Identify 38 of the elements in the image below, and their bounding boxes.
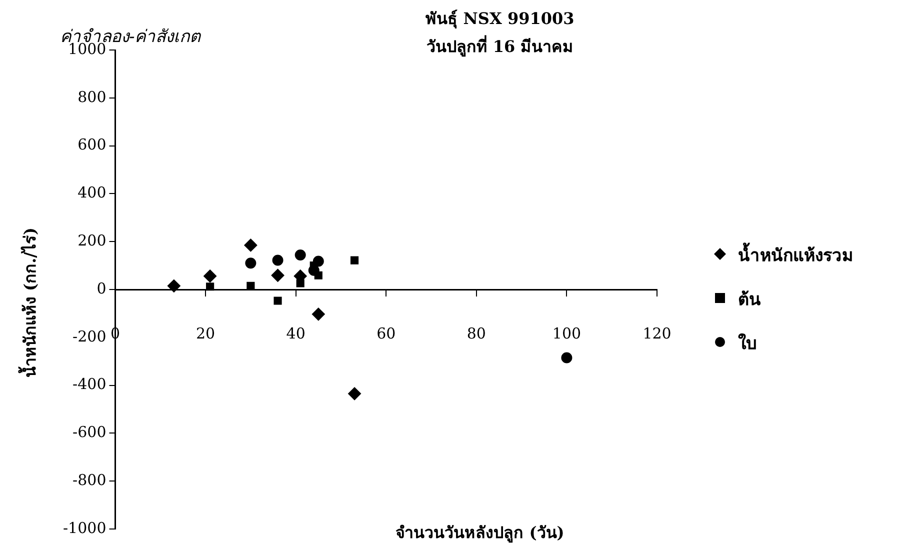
x-tick-label: 40 xyxy=(286,324,306,342)
y-axis-title: น้ำหนักแห้ง (กก./ไร่) xyxy=(18,226,40,380)
x-axis-title: จำนวนวันหลังปลูก (วัน) xyxy=(394,522,566,545)
x-tick-label: 80 xyxy=(466,324,486,342)
point xyxy=(167,279,180,292)
y-tick-label: -200 xyxy=(72,327,106,346)
point xyxy=(348,387,362,400)
point xyxy=(350,256,359,264)
point xyxy=(246,282,255,290)
y-tick-label: 0 xyxy=(96,279,106,298)
chart-subtitle: วันปลูกที่ 16 มีนาคม xyxy=(425,34,575,59)
point xyxy=(274,296,282,305)
legend-label: ใบ xyxy=(738,332,757,356)
y-tick-label: -400 xyxy=(72,375,106,394)
x-tick-label: 120 xyxy=(642,324,672,342)
legend-label: ต้น xyxy=(738,288,761,312)
y-tick-label: 400 xyxy=(78,184,106,202)
y-tick-label: 600 xyxy=(78,136,106,154)
point xyxy=(272,254,284,266)
chart-title: พันธุ์ NSX 991003 xyxy=(424,8,576,30)
point xyxy=(312,308,325,321)
point xyxy=(245,258,256,269)
x-tick-label: 60 xyxy=(376,324,396,342)
y-tick-label: -800 xyxy=(72,470,106,489)
y-tick-label: 200 xyxy=(78,231,106,250)
legend-label: น้ำหนักแห้งรวม xyxy=(738,242,853,268)
point xyxy=(204,270,217,283)
point xyxy=(206,282,214,291)
point xyxy=(561,352,572,364)
y-tick-label: -1000 xyxy=(62,518,106,537)
x-tick-label: 20 xyxy=(196,324,216,342)
point xyxy=(314,271,322,280)
point xyxy=(271,268,284,282)
y-tick-label: 800 xyxy=(78,88,106,106)
point xyxy=(294,250,306,261)
point xyxy=(244,238,258,252)
x-tick-label: 100 xyxy=(552,324,582,342)
y-tick-label: -600 xyxy=(72,423,106,442)
